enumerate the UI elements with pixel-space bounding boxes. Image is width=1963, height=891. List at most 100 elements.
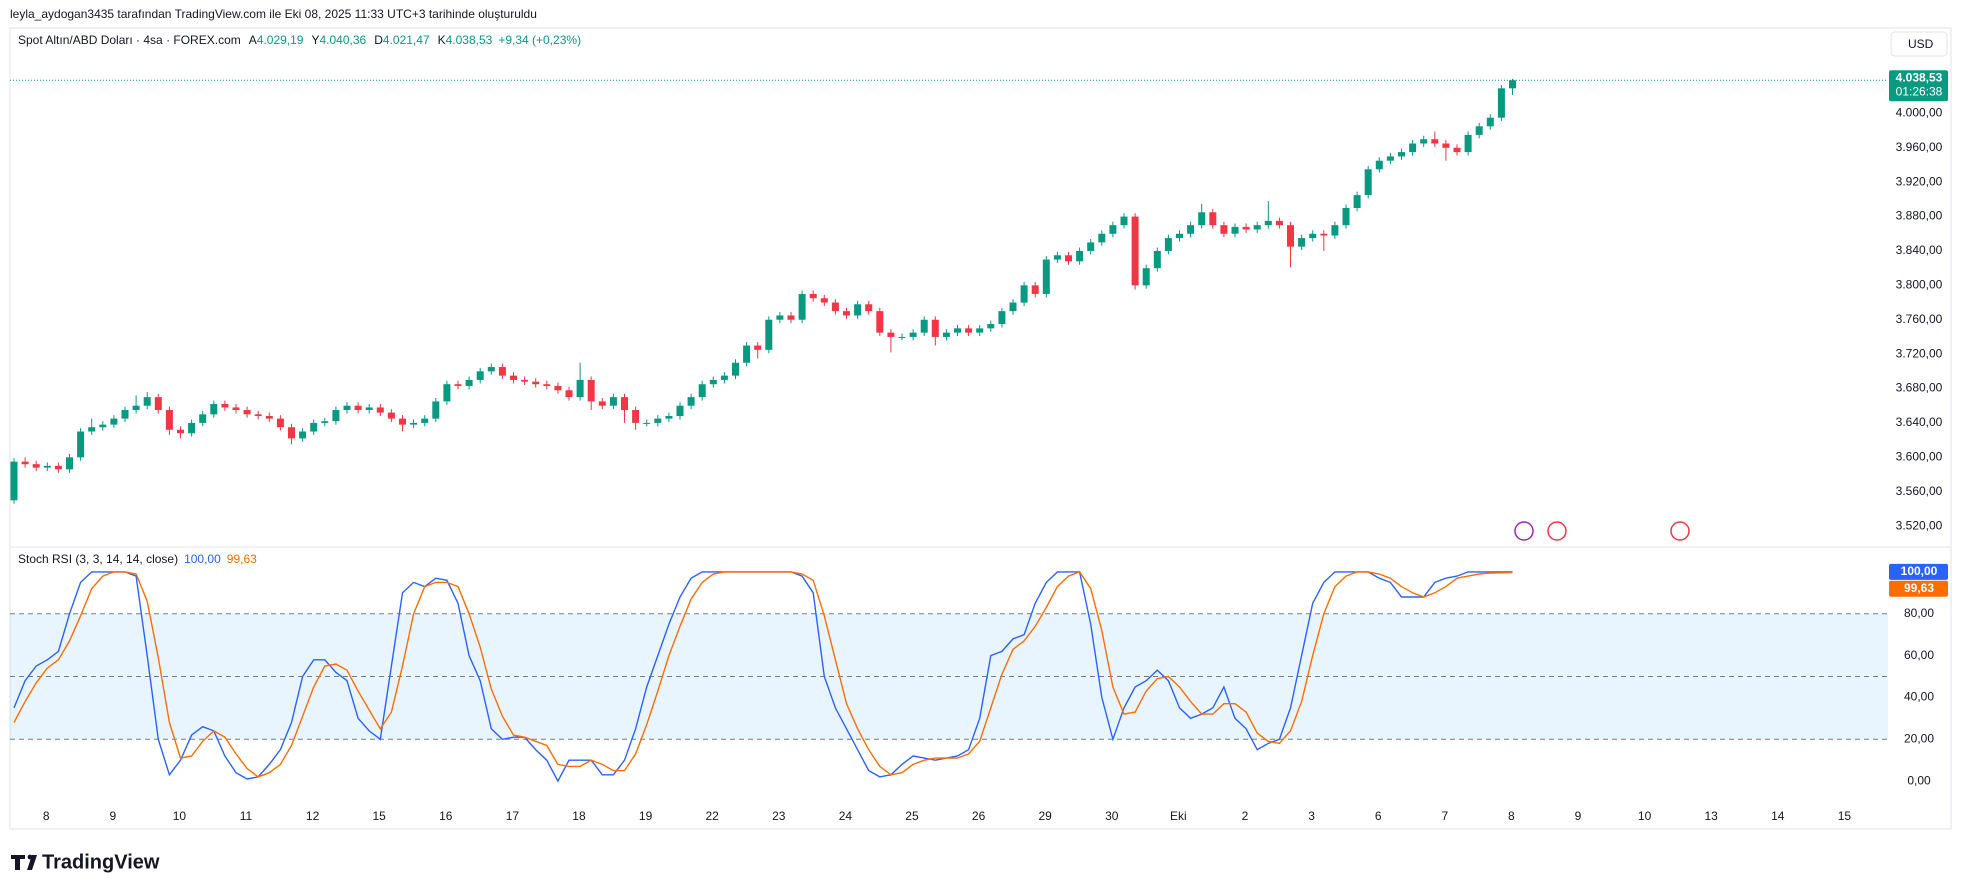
candle-body [421, 418, 429, 423]
currency: USD [1908, 37, 1934, 51]
candle-body [1031, 285, 1039, 294]
candle-body [776, 315, 784, 320]
ohlc-key: K [438, 33, 446, 47]
candle-body [498, 367, 506, 376]
candle-body [21, 461, 29, 465]
candle-body [243, 410, 251, 415]
candle-body [299, 431, 307, 439]
y-tick-label: 3.680,00 [1896, 381, 1943, 395]
candle-body [1220, 225, 1228, 234]
candle-body [321, 421, 329, 423]
candle-body [1209, 212, 1217, 226]
candle-body [154, 397, 162, 411]
candle-body [510, 375, 517, 380]
candle-body [1398, 152, 1405, 157]
candle-body [1164, 238, 1172, 251]
candle-body [1375, 160, 1383, 170]
candle-body [1098, 233, 1106, 243]
candle-body [43, 465, 51, 468]
candle-body [221, 404, 229, 408]
frame [9, 27, 1952, 830]
candle-body [1053, 255, 1061, 260]
x-tick-label: Eki [1170, 809, 1187, 823]
candle-body [343, 405, 351, 411]
candle-body [854, 304, 862, 316]
y-tick-label: 3.720,00 [1896, 346, 1943, 360]
candle-body [998, 311, 1006, 325]
x-tick-label: 12 [306, 809, 320, 823]
indicator-legend: Stoch RSI (3, 3, 14, 14, close) 100,00 99,… [18, 552, 257, 566]
candle-body [632, 410, 640, 423]
candle-body [1131, 216, 1139, 286]
ohlc-value: 4.040,36 [320, 33, 367, 47]
candle-body [1331, 225, 1339, 236]
x-tick-label: 15 [373, 809, 387, 823]
x-tick-label: 9 [109, 809, 116, 823]
top-note: leyla_aydogan3435 tarafından TradingView… [10, 7, 537, 21]
x-tick-label: 2 [1242, 809, 1249, 823]
candle-body [942, 332, 950, 337]
candle-body [99, 424, 107, 428]
candle-body [687, 397, 695, 406]
y-tick-label: 3.760,00 [1896, 312, 1943, 326]
x-tick-label: 19 [639, 809, 653, 823]
y-tick-label: 3.920,00 [1896, 174, 1943, 188]
candle-body [165, 410, 173, 430]
candle-body [1242, 226, 1250, 230]
event-icon[interactable] [1514, 521, 1534, 541]
candle-body [1342, 207, 1350, 226]
x-tick-label: 11 [240, 809, 253, 823]
candle-body [265, 416, 273, 419]
x-tick-label: 10 [1638, 809, 1652, 823]
candle-body [543, 384, 551, 386]
candle-body [665, 416, 673, 419]
candle-body [554, 385, 562, 391]
currency-button[interactable] [1890, 31, 1948, 57]
candle-body [32, 464, 40, 468]
x-tick-label: 10 [173, 809, 187, 823]
candle-body [132, 405, 140, 411]
candle-body [276, 418, 284, 428]
candle-body [532, 381, 540, 385]
candle-body [609, 397, 617, 406]
ohlc-value: 4.038,53 [446, 33, 493, 47]
x-tick-label: 15 [1838, 809, 1852, 823]
candle-body [1298, 238, 1306, 247]
candle-body [965, 328, 973, 333]
candle-body [732, 362, 739, 376]
candle-body [765, 319, 773, 350]
logo-dot [27, 854, 33, 860]
change: +9,34 (+0,23%) [498, 33, 581, 47]
logo-icon [11, 855, 37, 870]
candle-body [787, 315, 795, 320]
candle-body [1187, 225, 1195, 234]
countdown: 01:26:38 [1896, 84, 1943, 98]
candle-body [920, 319, 928, 333]
series-last-value: 99,63 [227, 552, 257, 566]
event-icon[interactable] [1547, 521, 1567, 541]
candle-body [754, 345, 762, 350]
y-tick-label: 80,00 [1904, 606, 1934, 620]
y-tick-label: 3.520,00 [1896, 518, 1943, 532]
y-tick-label: 3.960,00 [1896, 140, 1943, 154]
y-tick-label: 3.880,00 [1896, 209, 1943, 223]
candle-body [88, 427, 96, 432]
candle-body [1287, 225, 1294, 247]
chart-title: Spot Altın/ABD Doları · 4sa · FOREX.com [18, 33, 241, 47]
y-tick-label: 3.640,00 [1896, 415, 1943, 429]
candle-body [720, 375, 728, 380]
candle-body [676, 405, 684, 417]
event-icon[interactable] [1670, 521, 1690, 541]
candle-body [1486, 117, 1494, 127]
x-tick-label: 8 [43, 809, 50, 823]
candle-body [598, 401, 606, 406]
event-icons [1514, 521, 1690, 541]
candle-body [643, 422, 651, 424]
candle-body [1176, 233, 1183, 239]
candle-body [465, 379, 473, 386]
x-tick-label: 22 [706, 809, 720, 823]
candle-body [654, 418, 662, 423]
candle-body [1386, 156, 1394, 161]
candle-body [909, 332, 917, 337]
candle-body [820, 298, 828, 303]
